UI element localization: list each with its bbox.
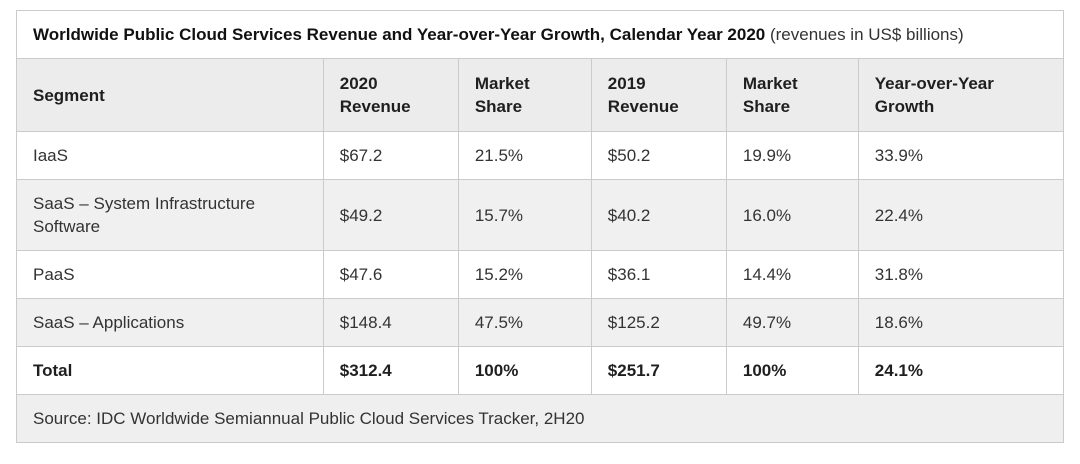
table-row-iaas: IaaS $67.2 21.5% $50.2 19.9% 33.9% (16, 131, 1065, 180)
source-note: Source: IDC Worldwide Semiannual Public … (16, 394, 1064, 443)
column-header-market-share-2020: Market Share (457, 58, 592, 132)
cell-2020-revenue: $49.2 (322, 179, 459, 251)
table-row-paas: PaaS $47.6 15.2% $36.1 14.4% 31.8% (16, 250, 1065, 299)
cell-yoy-growth: 18.6% (857, 298, 1065, 347)
table-row-total: Total $312.4 100% $251.7 100% 24.1% (16, 346, 1065, 395)
cell-total-market-share-2020: 100% (457, 346, 592, 395)
table-row-saas-applications: SaaS – Applications $148.4 47.5% $125.2 … (16, 298, 1065, 347)
cell-total-2020-revenue: $312.4 (322, 346, 459, 395)
cell-yoy-growth: 31.8% (857, 250, 1065, 299)
column-header-2019-revenue: 2019 Revenue (590, 58, 727, 132)
table-title: Worldwide Public Cloud Services Revenue … (16, 10, 1064, 59)
column-header-yoy-growth: Year-over-Year Growth (857, 58, 1065, 132)
cell-2019-revenue: $40.2 (590, 179, 727, 251)
cell-2020-revenue: $47.6 (322, 250, 459, 299)
table-header-row: Segment 2020 Revenue Market Share 2019 R… (16, 58, 1065, 132)
cloud-revenue-table: Worldwide Public Cloud Services Revenue … (16, 10, 1065, 443)
table-title-note: (revenues in US$ billions) (765, 25, 964, 44)
column-header-segment: Segment (16, 58, 324, 132)
cell-market-share-2019: 19.9% (725, 131, 859, 180)
cell-market-share-2020: 15.2% (457, 250, 592, 299)
column-header-market-share-2019: Market Share (725, 58, 859, 132)
cell-market-share-2019: 16.0% (725, 179, 859, 251)
cell-market-share-2019: 14.4% (725, 250, 859, 299)
cell-total-yoy-growth: 24.1% (857, 346, 1065, 395)
cell-segment: PaaS (16, 250, 324, 299)
column-header-2020-revenue: 2020 Revenue (322, 58, 459, 132)
cell-market-share-2020: 47.5% (457, 298, 592, 347)
cell-2019-revenue: $36.1 (590, 250, 727, 299)
cell-market-share-2019: 49.7% (725, 298, 859, 347)
cell-2019-revenue: $50.2 (590, 131, 727, 180)
cell-yoy-growth: 33.9% (857, 131, 1065, 180)
cell-2019-revenue: $125.2 (590, 298, 727, 347)
table-title-main: Worldwide Public Cloud Services Revenue … (33, 25, 766, 44)
cell-total-market-share-2019: 100% (725, 346, 859, 395)
table-source-row: Source: IDC Worldwide Semiannual Public … (16, 394, 1064, 443)
cell-segment: IaaS (16, 131, 324, 180)
cell-2020-revenue: $148.4 (322, 298, 459, 347)
cell-total-label: Total (16, 346, 324, 395)
table-row-saas-sis: SaaS – System Infrastructure Software $4… (16, 179, 1065, 251)
cell-2020-revenue: $67.2 (322, 131, 459, 180)
cell-market-share-2020: 15.7% (457, 179, 592, 251)
cell-segment: SaaS – Applications (16, 298, 324, 347)
cell-yoy-growth: 22.4% (857, 179, 1065, 251)
cell-segment: SaaS – System Infrastructure Software (16, 179, 324, 251)
table-title-row: Worldwide Public Cloud Services Revenue … (16, 10, 1064, 59)
cell-market-share-2020: 21.5% (457, 131, 592, 180)
cell-total-2019-revenue: $251.7 (590, 346, 727, 395)
